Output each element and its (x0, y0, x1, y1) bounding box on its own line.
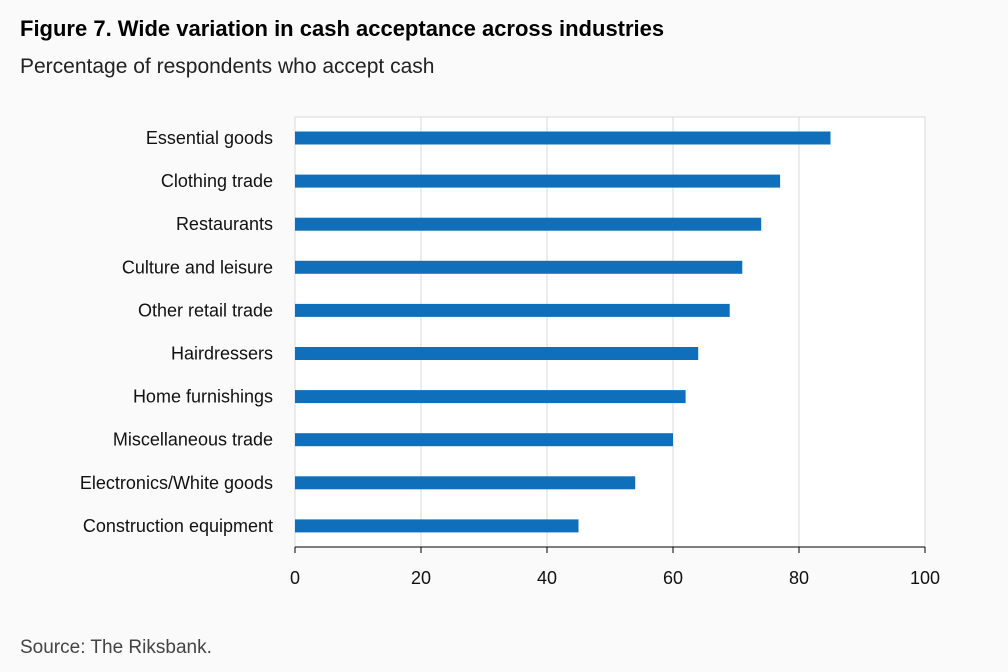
category-label: Restaurants (176, 214, 273, 234)
category-label: Clothing trade (161, 171, 273, 191)
category-label: Essential goods (146, 128, 273, 148)
bar (295, 433, 673, 447)
x-tick-label: 80 (789, 568, 809, 588)
chart-subtitle: Percentage of respondents who accept cas… (20, 55, 435, 78)
bar (295, 303, 730, 317)
bar (295, 131, 831, 145)
category-labels: Essential goods Clothing trade Restaurants… (80, 128, 273, 536)
grid-lines (420, 117, 800, 547)
category-label: Construction equipment (83, 516, 273, 536)
x-tick-label: 100 (910, 568, 940, 588)
bar (295, 390, 686, 404)
source-note: Source: The Riksbank. (20, 637, 212, 658)
plot-area (294, 116, 926, 548)
bar (295, 347, 699, 360)
bar (295, 217, 762, 231)
category-label: Electronics/White goods (80, 473, 273, 493)
bar (295, 174, 781, 188)
category-label: Miscellaneous trade (113, 430, 273, 450)
x-axis: 0 20 40 60 80 100 (290, 546, 940, 588)
x-tick-label: 60 (663, 568, 683, 588)
category-label: Home furnishings (133, 387, 273, 407)
bars (295, 131, 831, 533)
bar (295, 519, 579, 533)
category-label: Culture and leisure (122, 257, 273, 277)
x-tick-label: 20 (411, 568, 431, 588)
bar (295, 260, 743, 274)
category-label: Hairdressers (171, 344, 273, 364)
chart-title: Figure 7. Wide variation in cash accepta… (20, 16, 665, 41)
bar (295, 476, 636, 490)
x-tick-label: 0 (290, 568, 300, 588)
x-tick-label: 40 (537, 568, 557, 588)
category-label: Other retail trade (138, 300, 273, 320)
